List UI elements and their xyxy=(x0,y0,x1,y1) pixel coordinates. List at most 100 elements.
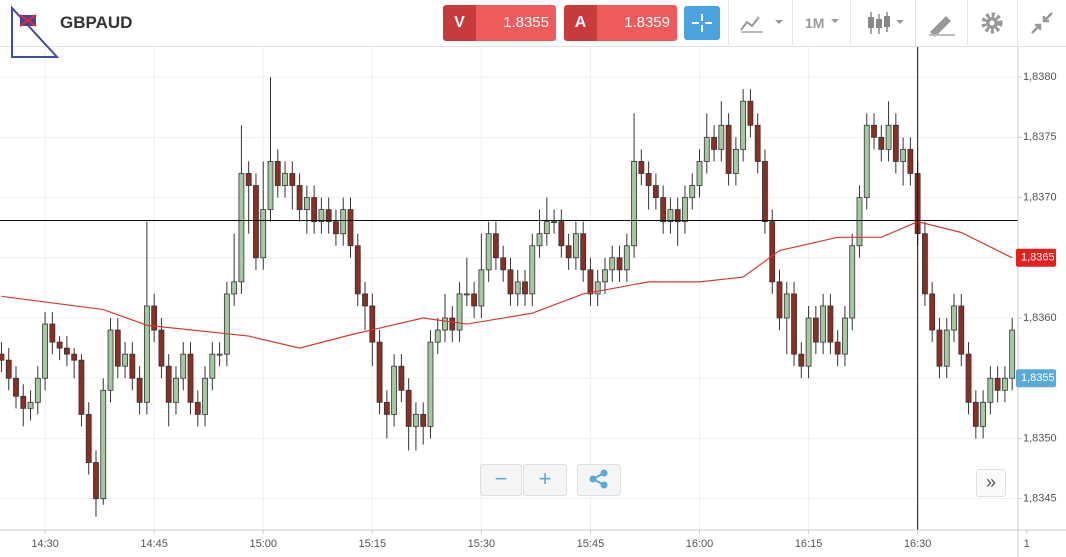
candle-body xyxy=(732,148,739,174)
candle-body xyxy=(580,233,587,271)
candle-body xyxy=(340,209,347,235)
buy-label: A xyxy=(564,5,597,41)
candle-body xyxy=(485,233,492,271)
candle-body xyxy=(245,173,252,186)
candle-body xyxy=(165,365,172,403)
candle-body xyxy=(936,329,943,367)
candle-body xyxy=(463,293,470,296)
sell-price: 1.8355 xyxy=(476,5,556,41)
candle-body xyxy=(587,269,594,295)
candle-body xyxy=(558,221,565,247)
x-tick-label: 1 xyxy=(1024,538,1030,550)
candle-body xyxy=(85,413,92,463)
candle-body xyxy=(863,124,870,198)
candle-body xyxy=(500,257,507,271)
x-tick-label: 15:00 xyxy=(249,538,277,550)
candle-body xyxy=(747,100,754,126)
candle-body xyxy=(34,377,41,403)
candle-body xyxy=(405,389,412,427)
candle-body xyxy=(493,233,499,259)
buy-button[interactable]: A 1.8359 xyxy=(564,5,677,41)
candle-body xyxy=(594,281,601,295)
share-button[interactable] xyxy=(577,464,621,496)
candle-body xyxy=(827,305,834,343)
candle-body xyxy=(849,245,856,319)
candle-body xyxy=(754,124,761,162)
candle-body xyxy=(994,377,1001,391)
x-tick-label: 16:30 xyxy=(904,538,932,550)
candle-body xyxy=(114,329,121,367)
candle-body xyxy=(71,353,78,361)
zoom-out-button[interactable]: − xyxy=(480,464,522,496)
timeframe: 1M xyxy=(805,15,825,31)
candle-body xyxy=(20,395,27,409)
price-label-box xyxy=(1016,369,1056,388)
candle-body xyxy=(871,124,877,138)
candle-body xyxy=(260,209,267,259)
candle-body xyxy=(282,173,288,186)
candle-body xyxy=(187,353,194,403)
collapse-button[interactable] xyxy=(1017,0,1066,46)
candle-body xyxy=(100,389,107,500)
candle-body xyxy=(689,185,696,198)
candle-body xyxy=(383,401,390,415)
candle-body xyxy=(398,365,405,391)
candle-body xyxy=(325,209,332,223)
candle-body xyxy=(958,305,965,355)
zoom-in-button[interactable]: + xyxy=(523,464,567,496)
draw-button[interactable] xyxy=(915,0,968,46)
candle-body xyxy=(56,341,63,349)
plot-area xyxy=(0,47,1018,530)
x-tick-label: 14:30 xyxy=(31,538,59,550)
scroll-end-button[interactable]: » xyxy=(976,469,1006,497)
settings-button[interactable] xyxy=(967,0,1018,46)
candle-body xyxy=(543,221,550,235)
candle-body xyxy=(660,197,667,223)
candle-body xyxy=(631,161,637,247)
candle-body xyxy=(638,161,645,174)
price-label-box xyxy=(1016,248,1056,267)
candle-body xyxy=(354,245,361,295)
candle-body xyxy=(812,317,819,343)
candle-body xyxy=(333,221,339,235)
candle-body xyxy=(362,293,368,307)
candle-body xyxy=(78,359,85,415)
crosshair-button[interactable] xyxy=(684,6,720,40)
chart-type-button[interactable] xyxy=(728,0,793,46)
candle-body xyxy=(129,353,136,379)
candle-body xyxy=(907,148,914,174)
candle-body xyxy=(1002,377,1008,391)
candle-body xyxy=(980,401,986,427)
candle-body xyxy=(769,221,776,283)
candle-body xyxy=(551,221,557,224)
axes: 1,8345 1,8350 1,8355 1,8360 1,8365 1,8370 1,83… xyxy=(31,71,1056,550)
x-tick-label: 15:15 xyxy=(359,538,387,550)
y-tick-label: 1,8360 xyxy=(1023,312,1057,324)
candle-body xyxy=(449,317,456,331)
candle-body xyxy=(623,245,630,271)
toolbar: GBPAUD V 1.8355 A 1.8359 1M xyxy=(0,0,1066,58)
candle-body xyxy=(151,305,158,331)
candle-body xyxy=(376,341,383,403)
candle-body xyxy=(565,245,572,259)
candle-body xyxy=(740,100,747,150)
y-tick-label: 1,8380 xyxy=(1023,71,1057,83)
timeframe-button[interactable]: 1M xyxy=(792,0,851,46)
candle-body xyxy=(311,197,318,223)
candle-body xyxy=(369,305,376,343)
candle-body xyxy=(456,293,463,331)
candle-body xyxy=(718,124,725,150)
candle-body xyxy=(303,197,310,211)
candle-body xyxy=(711,136,717,150)
candle-body xyxy=(347,209,354,247)
candle-body xyxy=(922,233,928,295)
sell-button[interactable]: V 1.8355 xyxy=(443,5,556,41)
candle-button[interactable] xyxy=(850,0,916,46)
candle-body xyxy=(158,329,165,367)
y-tick-label: 1,8370 xyxy=(1023,191,1057,203)
candle-body xyxy=(427,341,434,427)
candle-body xyxy=(725,124,732,174)
candle-body xyxy=(478,269,485,307)
candle-body xyxy=(965,353,972,403)
